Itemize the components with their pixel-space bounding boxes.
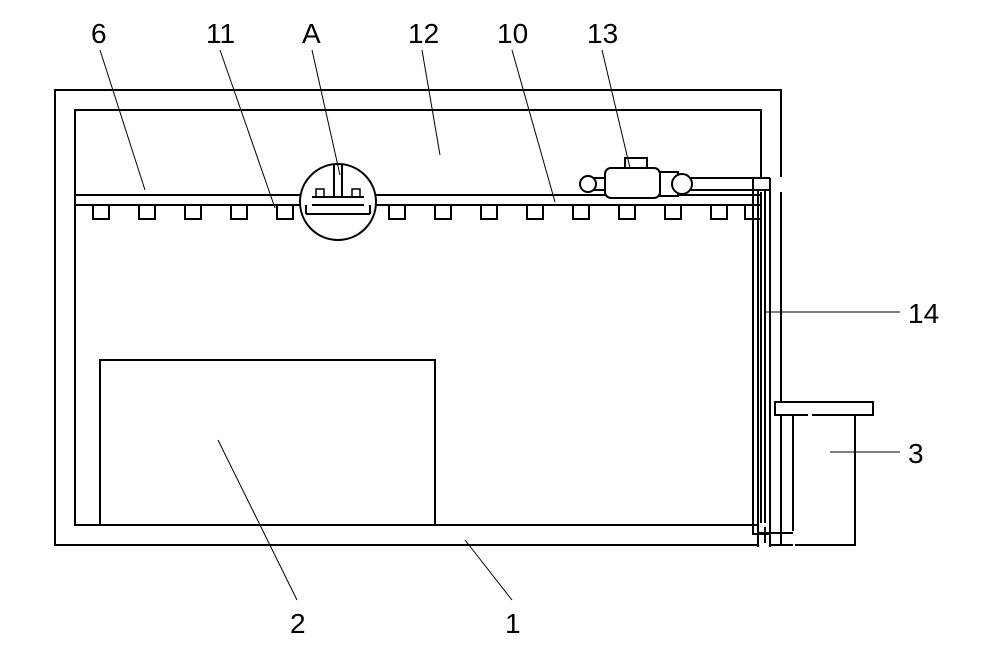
label-6: 6	[91, 18, 107, 50]
label-10: 10	[497, 18, 528, 50]
label-13: 13	[587, 18, 618, 50]
outer-frame	[55, 90, 781, 545]
nozzle	[93, 205, 109, 219]
label-1: 1	[505, 608, 521, 640]
nozzle	[481, 205, 497, 219]
hub-assembly	[300, 164, 376, 240]
label-3: 3	[908, 438, 924, 470]
label-A: A	[302, 18, 321, 50]
technical-diagram	[0, 0, 1000, 663]
pump	[580, 158, 692, 198]
hub-circle	[300, 164, 376, 240]
label-12: 12	[408, 18, 439, 50]
nozzle	[527, 205, 543, 219]
inner-box	[100, 360, 435, 525]
nozzle	[139, 205, 155, 219]
label-2: 2	[290, 608, 306, 640]
nozzle-group	[93, 205, 761, 219]
nozzle	[573, 205, 589, 219]
diagram-container: 6 11 A 12 10 13 14 3 1 2	[0, 0, 1000, 663]
nozzle	[185, 205, 201, 219]
nozzle	[231, 205, 247, 219]
nozzle	[711, 205, 727, 219]
nozzle	[277, 205, 293, 219]
label-14: 14	[908, 298, 939, 330]
nozzle	[389, 205, 405, 219]
label-11: 11	[206, 18, 235, 50]
nozzle	[435, 205, 451, 219]
nozzle	[665, 205, 681, 219]
nozzle	[619, 205, 635, 219]
